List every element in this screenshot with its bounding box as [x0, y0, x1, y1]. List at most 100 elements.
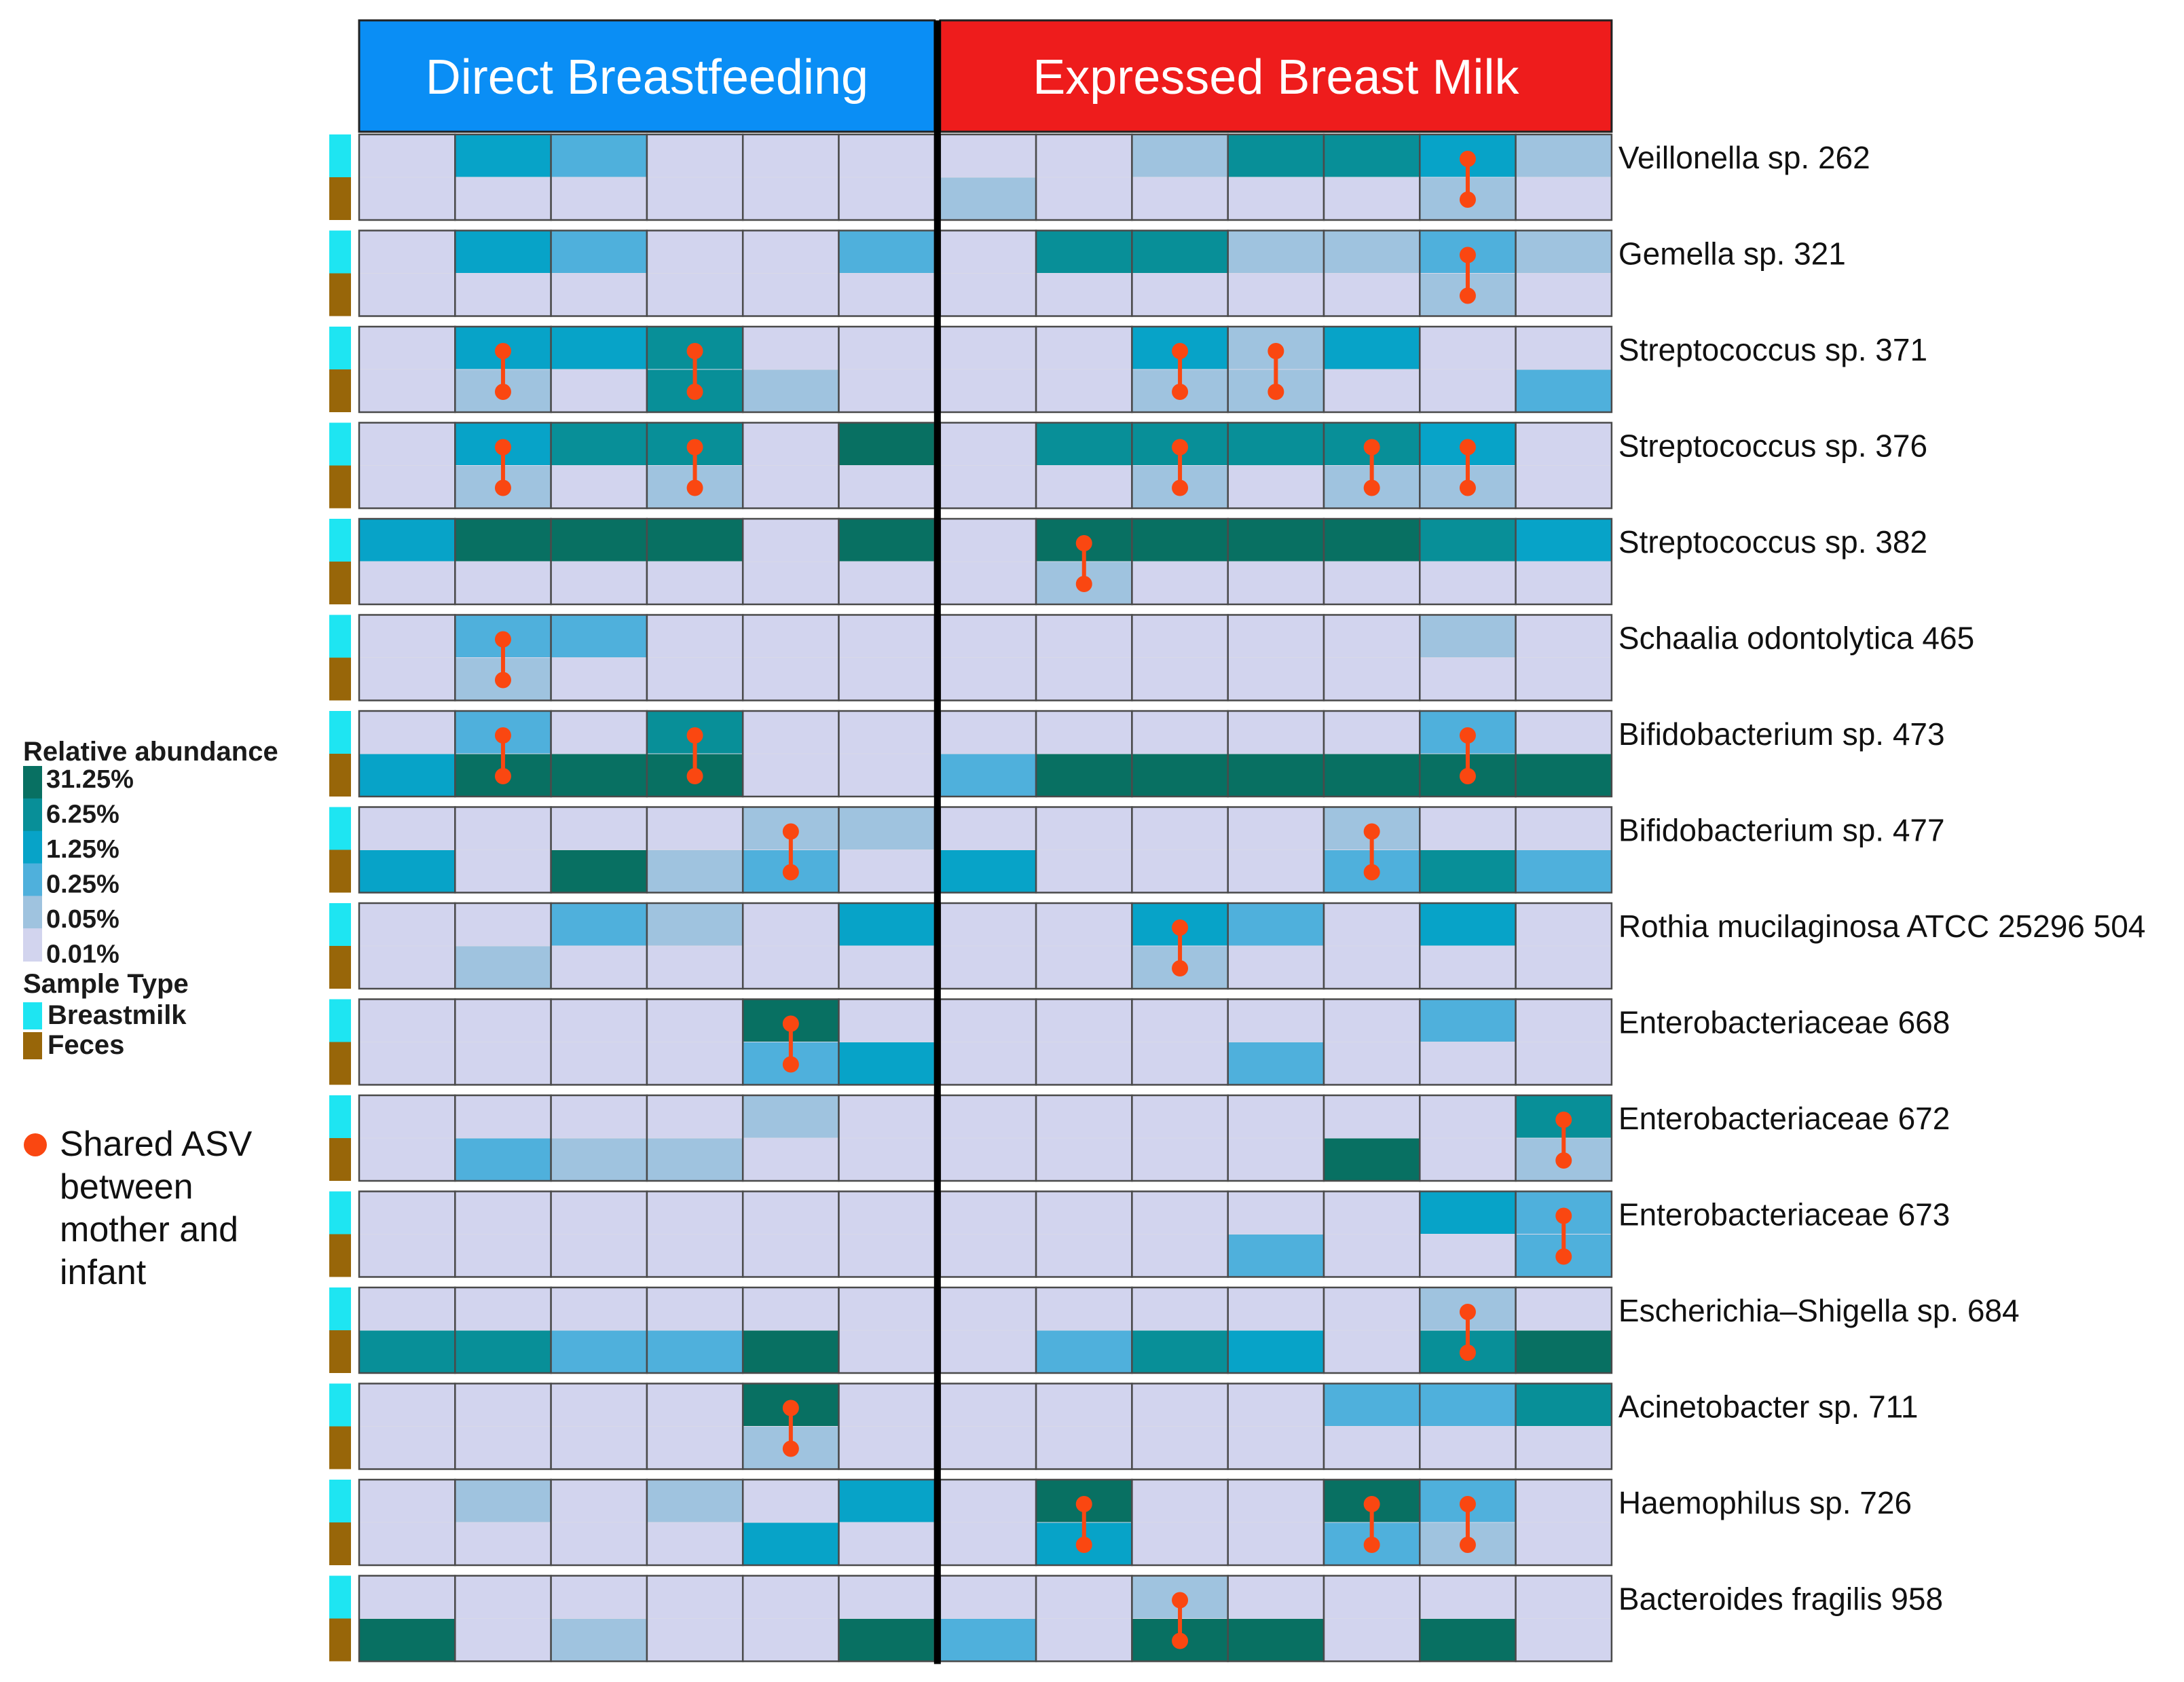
heatmap-cell-breastmilk — [1227, 1191, 1325, 1235]
heatmap-cell-border — [1515, 325, 1613, 414]
heatmap-cell-breastmilk — [940, 1287, 1037, 1331]
heatmap-cell-feces — [551, 753, 648, 797]
heatmap-cell-breastmilk — [1035, 1095, 1132, 1139]
sample-type-strip-breastmilk — [329, 327, 351, 369]
sample-type-strip-breastmilk — [329, 422, 351, 466]
shared-asv-dot — [1459, 1345, 1476, 1361]
sample-type-strip-feces — [329, 273, 351, 316]
heatmap-cell-feces — [1419, 369, 1517, 413]
heatmap-cell-feces — [838, 369, 936, 413]
heatmap-cell-breastmilk — [1131, 1287, 1229, 1331]
heatmap-cell-breastmilk — [1131, 1095, 1229, 1139]
heatmap-cell-feces — [1131, 1330, 1229, 1374]
taxon-label: Bifidobacterium sp. 477 — [1618, 813, 1945, 848]
shared-asv-dot — [1075, 576, 1092, 592]
heatmap-cell-breastmilk — [1419, 999, 1517, 1042]
heatmap-cell-feces — [454, 1042, 552, 1085]
legend-abundance-tick: 0.01% — [46, 940, 119, 969]
heatmap-cell-feces — [551, 177, 648, 221]
heatmap-cell-feces — [454, 273, 552, 316]
legend-abundance-tick: 0.05% — [46, 905, 119, 934]
heatmap-cell-breastmilk — [742, 1575, 839, 1619]
heatmap-cell-breastmilk — [940, 422, 1037, 466]
shared-asv-dot — [1075, 535, 1092, 551]
heatmap-cell-breastmilk — [1227, 1287, 1325, 1331]
shared-asv-dot — [782, 1440, 799, 1457]
taxon-label: Rothia mucilaginosa ATCC 25296 504 — [1618, 909, 2146, 944]
heatmap-cell-feces — [551, 1522, 648, 1566]
heatmap-cell-breastmilk — [1323, 134, 1420, 178]
heatmap-cell-feces — [1131, 1042, 1229, 1085]
shared-asv-dot — [686, 439, 703, 456]
heatmap-cell-feces — [940, 753, 1037, 797]
sample-type-strip-breastmilk — [329, 999, 351, 1042]
taxon-labels: Veillonella sp. 262 Gemella sp. 321 Strept… — [1618, 140, 2146, 1617]
heatmap-cell-feces — [1035, 1234, 1132, 1277]
heatmap-cell-breastmilk — [551, 1287, 648, 1331]
legend-sample-label: Feces — [48, 1030, 124, 1060]
heatmap-cell-breastmilk — [1515, 230, 1612, 274]
legend-scale-swatch — [23, 896, 42, 930]
heatmap-cell-feces — [1035, 849, 1132, 893]
heatmap-cell-feces — [1419, 1137, 1517, 1182]
heatmap-cell-feces — [1419, 1426, 1517, 1469]
shared-asv-dot — [1363, 439, 1380, 456]
heatmap-cell-feces — [1035, 753, 1132, 797]
heatmap-cell-breastmilk — [358, 1383, 456, 1427]
heatmap-cell-feces — [742, 465, 839, 509]
heatmap-cell-feces — [1323, 369, 1420, 413]
heatmap-cell-feces — [838, 753, 936, 797]
heatmap-cell-feces — [1323, 1042, 1420, 1085]
shared-asv-dot — [1459, 287, 1476, 304]
heatmap-cell-feces — [1035, 657, 1132, 701]
shared-asv-dot — [494, 479, 511, 496]
legend-abundance-tick: 31.25% — [46, 765, 134, 794]
heatmap-cell-breastmilk — [1515, 999, 1612, 1042]
heatmap-cell-border — [1515, 230, 1613, 317]
heatmap-cell-feces — [1131, 177, 1229, 221]
heatmap-cell-feces — [742, 369, 839, 413]
heatmap-cell-feces — [940, 369, 1037, 413]
sample-type-strip-feces — [329, 849, 351, 893]
heatmap-cell-feces — [1227, 561, 1325, 605]
heatmap-cell-feces — [551, 369, 648, 413]
heatmap-cell-feces — [646, 1522, 743, 1566]
heatmap-cell-breastmilk — [1419, 902, 1517, 947]
heatmap-cell-feces — [358, 1522, 456, 1566]
shared-asv-dot — [686, 727, 703, 744]
heatmap-cell-breastmilk — [454, 902, 552, 947]
heatmap-cell-breastmilk — [1035, 134, 1132, 178]
heatmap-cell-feces — [940, 273, 1037, 316]
heatmap-cell-feces — [1323, 561, 1420, 605]
group-header-box — [939, 19, 1613, 133]
heatmap-cell-feces — [358, 753, 456, 797]
heatmap-cell-feces — [1131, 1522, 1229, 1566]
legend-shared-dot — [24, 1133, 47, 1156]
heatmap-cell-breastmilk — [646, 615, 743, 658]
heatmap-cell-breastmilk — [646, 1191, 743, 1235]
heatmap-cell-feces — [838, 1042, 936, 1085]
sample-type-strip-breastmilk — [329, 1575, 351, 1619]
heatmap-cell-breastmilk — [646, 999, 743, 1042]
heatmap-cell-feces — [1323, 657, 1420, 701]
shared-asv-dot — [1363, 1537, 1380, 1553]
shared-asv-dot — [686, 768, 703, 784]
heatmap-cell-breastmilk — [1227, 1479, 1325, 1523]
heatmap-cell-breastmilk — [1035, 1287, 1132, 1331]
heatmap-cell-breastmilk — [838, 1479, 936, 1523]
heatmap-cell-feces — [1323, 1137, 1420, 1182]
heatmap-cell-breastmilk — [742, 134, 839, 178]
heatmap-cell-feces — [940, 1330, 1037, 1374]
heatmap-cell-breastmilk — [454, 1575, 552, 1619]
heatmap-cell-breastmilk — [646, 1095, 743, 1139]
heatmap-cell-breastmilk — [1227, 807, 1325, 850]
heatmap-cell-feces — [358, 561, 456, 605]
heatmap-cell-feces — [1131, 1426, 1229, 1469]
group-header-box — [358, 19, 936, 133]
heatmap-cell-breastmilk — [1515, 1383, 1612, 1427]
heatmap-cell-breastmilk — [940, 134, 1037, 178]
heatmap-cell-feces — [1131, 753, 1229, 797]
heatmap-cell-breastmilk — [358, 230, 456, 274]
heatmap-cell-feces — [646, 1330, 743, 1374]
heatmap-cell-breastmilk — [838, 230, 936, 274]
